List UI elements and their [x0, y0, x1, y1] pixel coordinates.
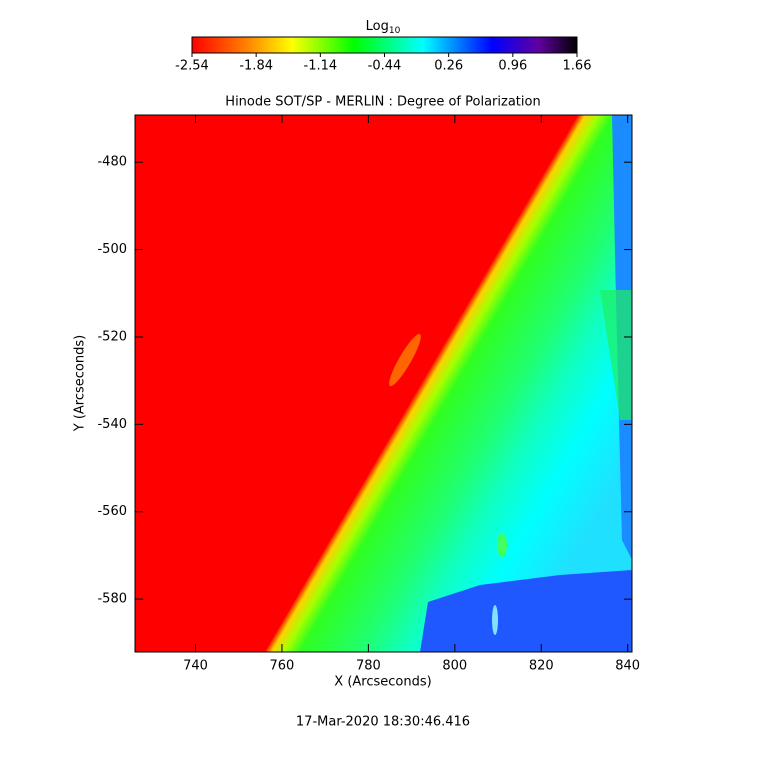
x-tick-label: 780	[356, 659, 381, 674]
y-tick-label: -560	[97, 504, 127, 519]
x-tick-label: 820	[529, 659, 554, 674]
colorbar-tick-label: 0.96	[498, 59, 527, 74]
plot-frame	[134, 114, 633, 653]
colorbar-tick-label: -1.14	[304, 59, 338, 74]
colorbar-label-subscript: 10	[389, 26, 401, 36]
colorbar-tick-label: 0.26	[434, 59, 463, 74]
image-region	[420, 570, 632, 652]
y-axis-label: Y (Arcseconds)	[73, 335, 88, 432]
colorbar-tick-label: -2.54	[175, 59, 209, 74]
image-region	[135, 115, 578, 652]
timestamp: 17-Mar-2020 18:30:46.416	[296, 715, 470, 730]
chart-title: Hinode SOT/SP - MERLIN : Degree of Polar…	[225, 95, 540, 110]
image-region	[600, 290, 632, 420]
y-tick-label: -540	[97, 417, 127, 432]
colorbar-label-base: Log	[366, 19, 389, 34]
x-tick-label: 840	[615, 659, 640, 674]
x-tick-label: 800	[442, 659, 467, 674]
y-tick-label: -520	[97, 329, 127, 344]
image-feature	[389, 333, 421, 387]
colorbar-tick-label: 1.66	[563, 59, 592, 74]
x-tick-label: 740	[183, 659, 208, 674]
colorbar-label: Log10	[366, 19, 401, 36]
colorbar	[191, 36, 578, 54]
polarization-image	[135, 115, 632, 652]
y-tick-label: -480	[97, 155, 127, 170]
image-feature	[492, 605, 498, 635]
colorbar-tick-label: -0.44	[368, 59, 402, 74]
x-tick-label: 760	[270, 659, 295, 674]
image-feature	[497, 533, 507, 557]
y-tick-label: -580	[97, 592, 127, 607]
colorbar-tick-label: -1.84	[239, 59, 273, 74]
y-tick-label: -500	[97, 242, 127, 257]
x-axis-label: X (Arcseconds)	[334, 675, 431, 690]
